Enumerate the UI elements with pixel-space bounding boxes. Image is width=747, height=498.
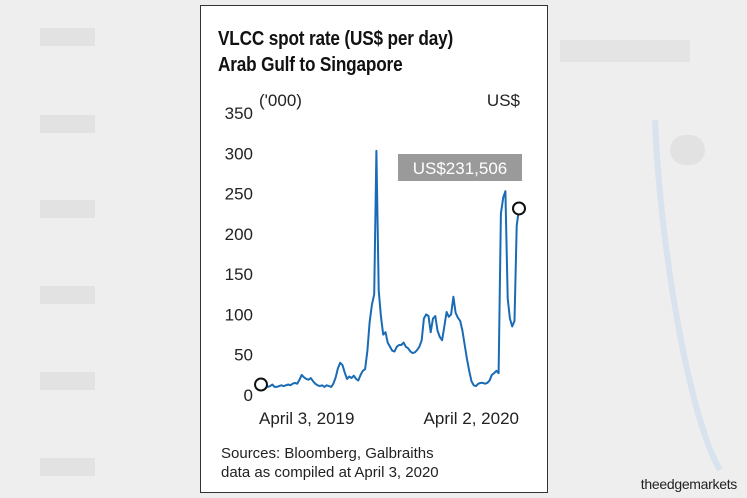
x-tick-label: April 3, 2019 (259, 409, 354, 428)
y-tick-label: 150 (225, 265, 253, 284)
title-line-2: Arab Gulf to Singapore (218, 54, 403, 76)
y-tick-label: 350 (225, 104, 253, 123)
title-line-1: VLCC spot rate (US$ per day) (218, 28, 454, 50)
y-tick-label: 100 (225, 305, 253, 324)
source-note: Sources: Bloomberg, Galbraiths data as c… (221, 444, 439, 482)
y-tick-label: 0 (244, 386, 253, 405)
chart-title: VLCC spot rate (US$ per day) Arab Gulf t… (218, 26, 453, 78)
y-tick-label: 250 (225, 185, 253, 204)
line-chart: ('000) US$ 0 50 100 150 200 250 300 350 April 3… (225, 91, 526, 428)
series-line (260, 149, 520, 388)
callout-box: US$231,506 (398, 154, 522, 181)
y-tick-label: 200 (225, 225, 253, 244)
y-unit-right-label: US$ (487, 91, 521, 110)
watermark: theedgemarkets (640, 476, 738, 492)
source-line-1: Sources: Bloomberg, Galbraiths (221, 445, 434, 462)
source-line-2: data as compiled at April 3, 2020 (221, 464, 439, 481)
callout-label: US$231,506 (413, 159, 508, 178)
y-unit-left-label: ('000) (259, 91, 302, 110)
x-tick-label: April 2, 2020 (424, 409, 519, 428)
start-point-marker (254, 377, 268, 392)
y-tick-label: 50 (234, 346, 253, 365)
y-tick-label: 300 (225, 144, 253, 163)
end-point-marker (512, 201, 526, 216)
chart-card: VLCC spot rate (US$ per day) Arab Gulf t… (200, 5, 548, 493)
